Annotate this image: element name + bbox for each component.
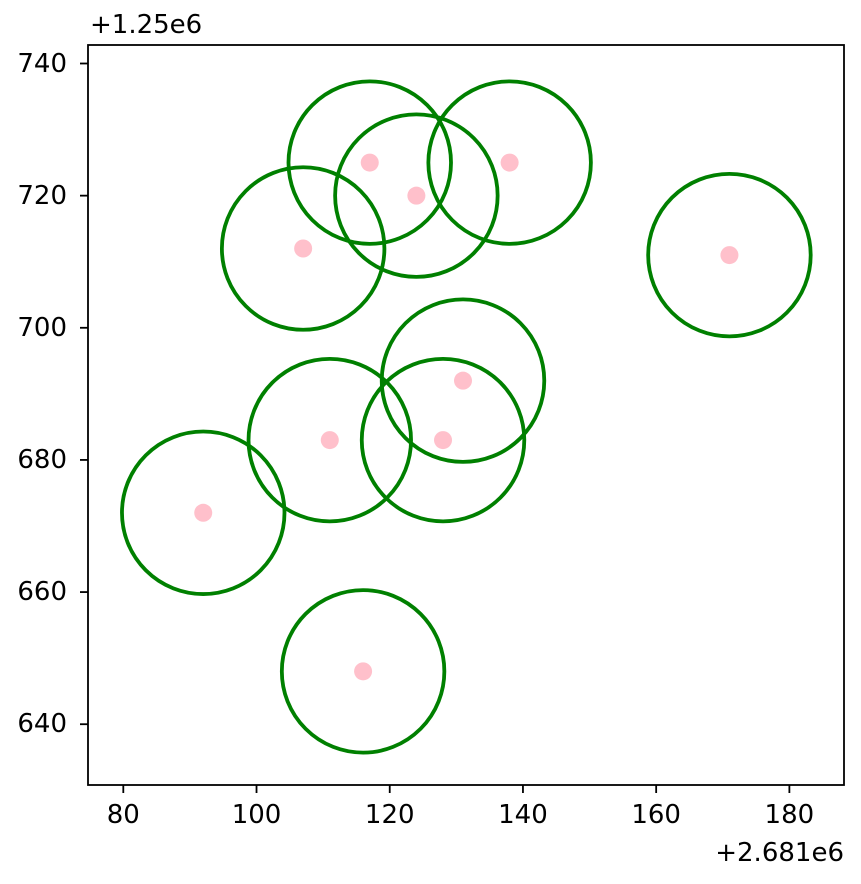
y-tick-label: 700	[17, 312, 67, 343]
data-point	[360, 153, 379, 172]
y-tick-label: 680	[17, 444, 67, 475]
data-point	[434, 431, 453, 450]
x-tick-label: 160	[631, 800, 681, 830]
axes-spines	[87, 44, 845, 786]
x-tick-label: 140	[498, 800, 548, 830]
x-tick-label: 80	[106, 800, 140, 830]
buffer-circle	[333, 112, 500, 279]
buffer-circle	[246, 356, 413, 524]
data-point	[454, 371, 473, 390]
x-tick-label: 100	[231, 800, 282, 830]
data-point	[500, 153, 519, 172]
y-tick-label: 740	[17, 48, 67, 79]
buffer-circle	[359, 356, 527, 524]
y-axis-offset-label: +1.25e6	[90, 10, 203, 40]
buffer-circle	[279, 588, 447, 755]
x-axis-offset-label: +2.681e6	[715, 838, 844, 868]
data-point	[720, 246, 739, 265]
y-tick-label: 720	[17, 180, 67, 211]
data-point	[354, 662, 373, 681]
buffer-circle	[120, 429, 287, 596]
buffer-circle	[219, 165, 387, 332]
buffer-circle	[286, 79, 453, 246]
data-point	[407, 186, 426, 205]
buffer-circle	[379, 297, 547, 464]
x-tick-label: 120	[364, 800, 415, 830]
data-point	[320, 431, 339, 450]
x-tick-label: 180	[764, 800, 815, 830]
y-tick-label: 660	[17, 577, 67, 608]
buffer-circle	[426, 79, 593, 246]
data-point	[294, 239, 313, 258]
y-tick-label: 640	[17, 709, 67, 740]
buffer-circle	[646, 171, 813, 339]
data-point	[194, 503, 213, 522]
